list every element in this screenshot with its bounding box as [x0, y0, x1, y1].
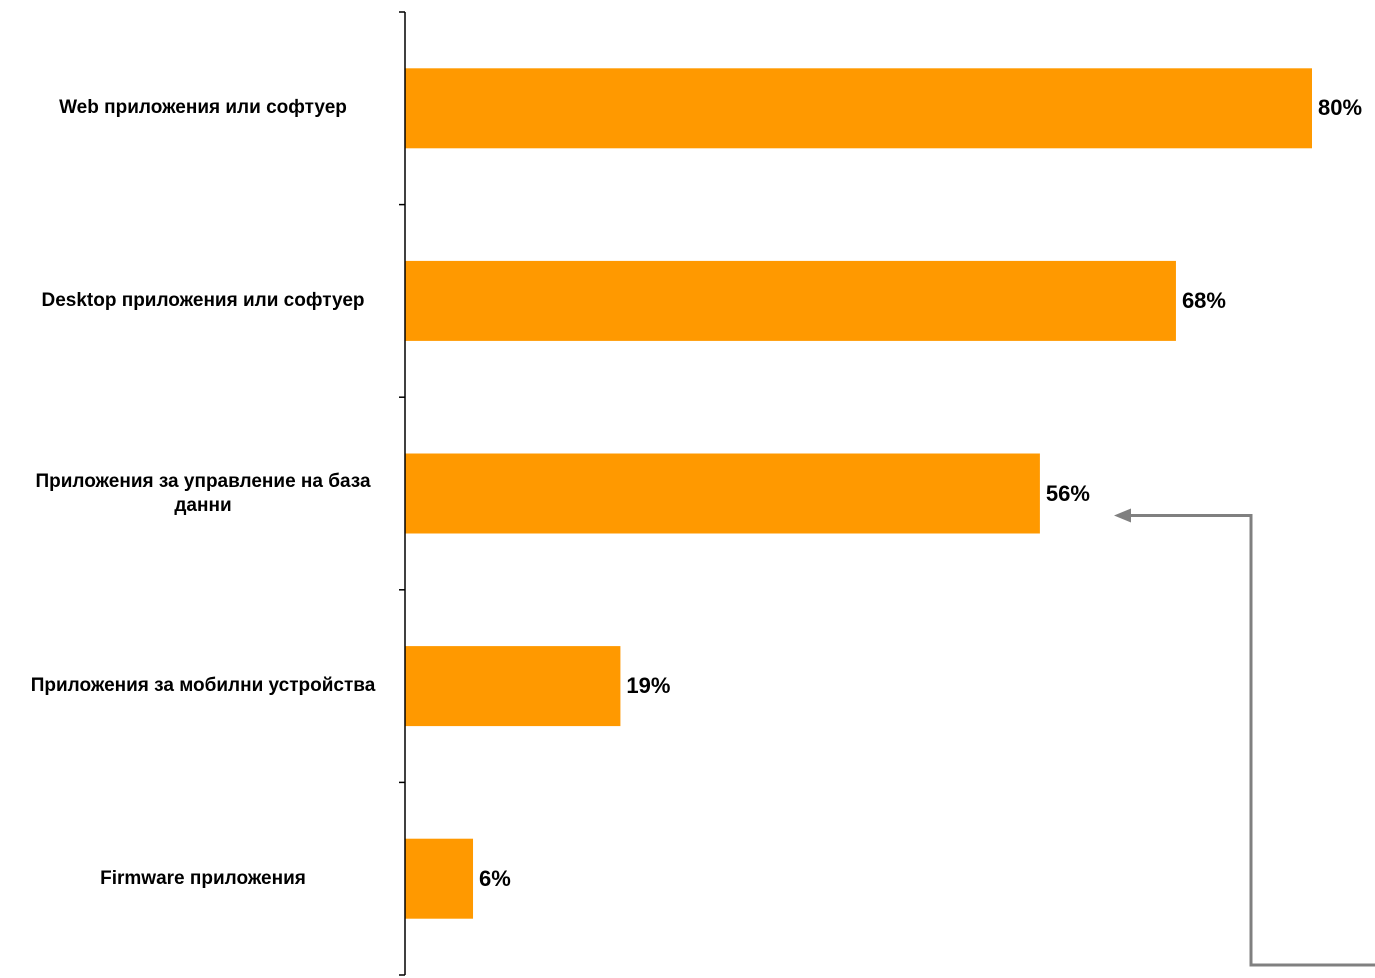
category-label: Web приложения или софтуер [59, 97, 347, 119]
category-label: Firmware приложения [100, 867, 306, 889]
category-label: Приложения за мобилни устройства [30, 675, 376, 697]
value-label: 19% [626, 673, 671, 699]
category-label: Приложения за управление на база данни [35, 470, 371, 516]
value-label: 56% [1045, 480, 1090, 506]
bar-2 [405, 260, 1176, 341]
bar-3 [405, 453, 1040, 534]
bar-4 [405, 646, 621, 727]
annotation-arrow [1114, 508, 1375, 967]
bar-5 [405, 838, 474, 919]
value-label: 68% [1181, 287, 1226, 313]
category-axis [399, 11, 406, 976]
arrow-head-icon [1114, 508, 1131, 523]
bars-group [405, 68, 1312, 919]
bar-1 [405, 68, 1312, 149]
value-label: 80% [1318, 95, 1363, 121]
annotation-line [1128, 514, 1375, 967]
value-label: 6% [479, 865, 511, 891]
category-label: Desktop приложения или софтуер [41, 289, 365, 311]
